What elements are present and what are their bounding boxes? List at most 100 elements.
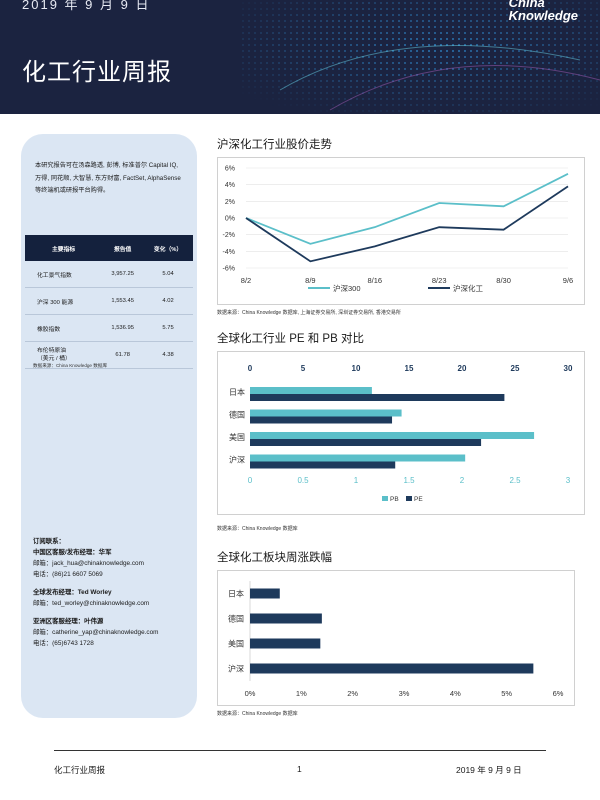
y-tick-label: -6% [223,266,235,273]
top-axis-tick: 5 [301,364,306,373]
bottom-axis-tick: 0 [248,476,253,485]
legend-label: 沪深化工 [453,283,483,293]
footer-divider [54,750,546,751]
bottom-axis-tick: 2.5 [509,476,521,485]
x-tick-label: 2% [347,689,358,698]
contact-phone: 电话：(86)21 6607 5069 [33,571,103,578]
pe-bar [250,394,505,401]
sidebar-intro: 本研究报告可在汤森路透, 彭博, 标准普尔 Capital IQ, 万得, 同花… [35,162,181,194]
indicator-change: 4.02 [143,287,193,315]
pb-bar [250,409,402,417]
top-axis-tick: 15 [405,364,414,373]
report-title: 化工行业周报 [22,59,172,86]
y-tick-label: 6% [225,166,235,173]
indicator-change: 5.04 [143,261,193,288]
indicator-value: 61.78 [102,341,144,369]
bottom-axis-tick: 2 [460,476,465,485]
legend-label: PE [414,496,423,503]
indicator-value: 1,536.95 [102,314,144,342]
chart2-source: 数据来源：China Knowledge 数据库 [217,526,298,532]
x-tick-label: 3% [399,689,410,698]
legend-swatch [406,496,412,501]
change-bar [250,588,280,599]
category-label: 日本 [229,387,245,397]
series-line-1 [245,173,569,245]
chart1-frame: 6% 4% 2% 0% -2% -4% -6% 8/2 8/9 8/16 8/23 8/30 9/6 沪深… [217,157,585,305]
x-tick-label: 1% [296,689,307,698]
y-tick-label: -2% [223,232,235,239]
top-axis-tick: 30 [564,364,573,373]
bottom-axis-tick: 1 [354,476,359,485]
indicator-value: 3,957.25 [102,261,144,288]
bottom-axis-tick: 1.5 [403,476,415,485]
x-tick-label: 9/6 [563,276,573,285]
col-header-change: 变化（%） [143,235,193,261]
report-header: 2019 年 9 月 9 日 化工行业周报 China Knowledge [0,0,600,114]
category-label: 美国 [228,639,244,649]
sidebar-source: 数据来源：China Knowledge 数据库 [33,363,108,368]
pb-bar [250,387,372,394]
indicator-name: 化工景气指数 [25,261,103,288]
top-axis-tick: 0 [248,364,253,373]
series-line-2 [245,185,569,263]
x-tick-label: 8/2 [241,276,251,285]
table-header-row: 主要指标 报告值 变化（%） [25,235,193,261]
bottom-axis-tick: 3 [566,476,571,485]
y-tick-label: 0% [225,216,235,223]
decorative-dot-pattern [240,0,600,114]
table-row: 化工景气指数 3,957.25 5.04 [25,261,193,288]
category-label: 德国 [228,614,244,624]
col-header-indicator: 主要指标 [25,235,103,261]
footer-page-number: 1 [297,764,302,774]
table-row: 橡胶指数 1,536.95 5.75 [25,314,193,342]
indicator-name: 布伦特原油 （美元 / 桶） [25,341,103,369]
bottom-axis-tick: 0.5 [297,476,309,485]
pb-bar [250,432,535,439]
contact-email[interactable]: 邮箱：ted_worley@chinaknowledge.com [33,600,150,607]
contact-group-asia: 亚洲区客服经理：叶伟源 邮箱：catherine_yap@chinaknowle… [33,618,159,647]
contact-china-manager: 中国区客服/发布经理：华军 [33,549,112,556]
category-label: 日本 [228,589,244,599]
x-tick-label: 8/23 [432,276,447,285]
contact-email[interactable]: 邮箱：catherine_yap@chinaknowledge.com [33,629,159,636]
table-row: 沪深 300 能源 1,553.45 4.02 [25,287,193,315]
chart3-title: 全球化工板块周涨跌幅 [217,552,332,564]
x-tick-label: 4% [450,689,461,698]
chart1-source: 数据来源：China Knowledge 数据库, 上海证券交易所, 深圳证券交… [217,310,401,316]
contact-info: 订阅联系： 中国区客服/发布经理：华军 邮箱：jack_hua@chinakno… [33,536,159,656]
indicator-name: 沪深 300 能源 [25,287,103,315]
chart2-frame: 0 5 10 15 20 25 30 0 0.5 1 1.5 2 2.5 3 日本 德国 美国 沪深 PB PE [217,351,585,515]
legend-label: 沪深300 [333,283,361,293]
top-axis-tick: 10 [352,364,361,373]
category-label: 沪深 [228,664,244,674]
key-indicators-table: 主要指标 报告值 变化（%） 化工景气指数 3,957.25 5.04 沪深 3… [25,235,193,369]
contact-email[interactable]: 邮箱：jack_hua@chinaknowledge.com [33,560,144,567]
change-bar [250,663,534,674]
sidebar-panel: 本研究报告可在汤森路透, 彭博, 标准普尔 Capital IQ, 万得, 同花… [21,134,197,718]
category-label: 美国 [229,432,245,442]
indicator-value: 1,553.45 [102,287,144,315]
report-date: 2019 年 9 月 9 日 [22,0,151,12]
footer-report-name: 化工行业周报 [54,765,106,775]
indicator-change: 4.38 [143,341,193,369]
top-axis-tick: 20 [458,364,467,373]
x-tick-label: 5% [501,689,512,698]
chart1-title: 沪深化工行业股价走势 [217,139,332,151]
contact-phone: 电话：(65)6743 1728 [33,640,94,647]
pe-bar [250,461,396,469]
chart3-frame: 0% 1% 2% 3% 4% 5% 6% 日本德国美国沪深 [217,570,575,706]
x-tick-label: 8/16 [367,276,382,285]
top-axis-tick: 25 [511,364,520,373]
y-tick-label: -4% [223,249,235,256]
indicator-name: 橡胶指数 [25,314,103,342]
chart3-source: 数据来源：China Knowledge 数据库 [217,711,298,717]
change-bar [250,638,321,649]
stock-trend-line-chart: 6% 4% 2% 0% -2% -4% -6% 8/2 8/9 8/16 8/23 8/30 9/6 沪深… [223,166,574,294]
contact-group-global: 全球发布经理：Ted Worley 邮箱：ted_worley@chinakno… [33,587,159,609]
legend-label: PB [390,496,399,503]
x-tick-label: 6% [553,689,564,698]
x-tick-label: 0% [245,689,256,698]
china-knowledge-logo: China Knowledge [508,0,578,23]
indicator-change: 5.75 [143,314,193,342]
